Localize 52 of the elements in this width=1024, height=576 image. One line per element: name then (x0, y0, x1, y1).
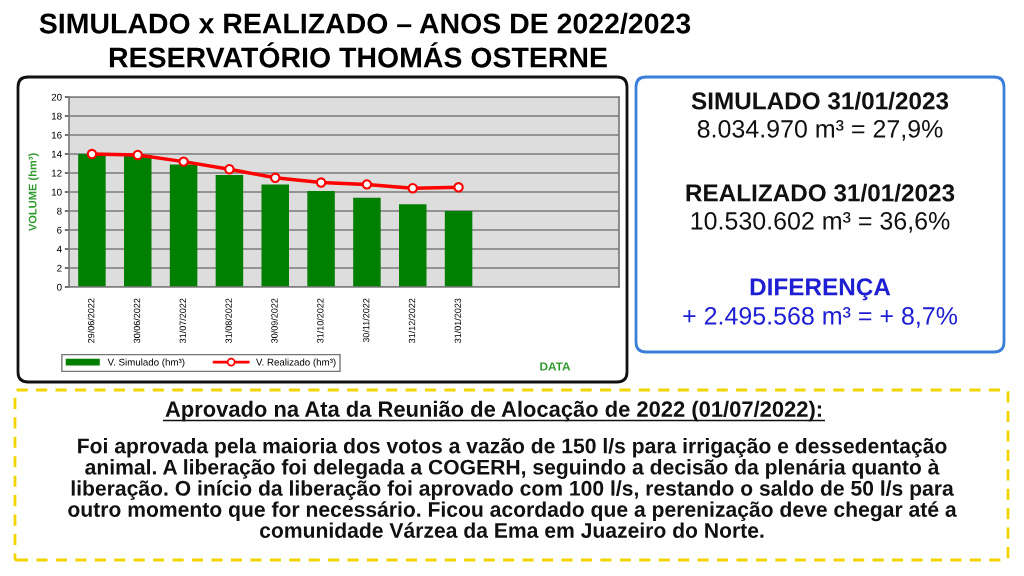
point (407, 182, 418, 194)
y-tick-label: 2 (57, 264, 62, 272)
y-tick-label: 4 (56, 245, 62, 253)
text: DIFERENÇA (750, 278, 891, 301)
point (270, 172, 281, 183)
text: + 2.495.568 m³ = + 8,7% (683, 307, 958, 328)
point (178, 156, 189, 167)
y-tick-label: 18 (51, 112, 62, 120)
bar (78, 154, 106, 287)
x-tick-label: 31/08/2022 (225, 298, 232, 343)
text: Foi aprovada pela maioria dos votos a vazão de 150 l/s para irrigação e dessedentação animal. A liberação foi delegada a COGERH, seguindo a decisão da plenária quanto à liberação. O início da liberação foi aprovado com 100 l/s, restando o saldo de 50 l/s para outro momento que for necessário. Ficou acordado que a perenização deve chegar até a comunidade Várzea da Ema em Juazeiro do Norte. (68, 437, 957, 538)
bar (399, 204, 427, 287)
x-tick-label: 31/12/2022 (408, 298, 416, 343)
legend-label: V. Simulado (hm³) (107, 358, 185, 368)
bar (124, 154, 152, 287)
point (86, 148, 98, 160)
bar (261, 184, 289, 287)
x-tick-label: 30/09/2022 (271, 298, 278, 343)
point (224, 163, 235, 175)
x-tick-label: 31/07/2022 (179, 298, 187, 343)
legend-label: V. Realizado (hm³) (256, 358, 336, 368)
bar (353, 197, 381, 287)
y-axis-title: VOLUME (hm³) (28, 153, 39, 232)
x-tick-label: 29/06/2022 (87, 298, 95, 343)
bar (444, 211, 473, 287)
x-tick-label: 30/06/2022 (133, 298, 141, 343)
chart-subtitle: RESERVATÓRIO THOMÁS OSTERNE (109, 42, 607, 68)
y-tick-label: 12 (51, 169, 62, 177)
x-tick-label: 31/10/2022 (316, 298, 324, 343)
point (315, 177, 327, 188)
text: 10.530.602 m³ = 36,6% (691, 212, 950, 233)
text: 8.034.970 m³ = 27,9% (697, 120, 943, 141)
y-tick-label: 0 (57, 283, 62, 291)
x-tick-label: 31/01/2023 (454, 298, 462, 343)
x-axis-title: DATA (540, 362, 571, 371)
bar (215, 174, 244, 287)
y-tick-label: 10 (51, 188, 62, 196)
point (361, 179, 373, 190)
point (132, 149, 143, 161)
text: REALIZADO 31/01/2023 (686, 183, 955, 202)
x-tick-label: 30/11/2022 (362, 298, 370, 343)
y-tick-label: 16 (51, 131, 62, 139)
bar (307, 191, 335, 287)
chart-title: SIMULADO x REALIZADO – ANOS DE 2022/2023 (39, 12, 691, 34)
y-tick-label: 8 (57, 207, 62, 215)
text: SIMULADO 31/01/2023 (691, 91, 949, 110)
bar (169, 164, 198, 287)
y-tick-label: 14 (51, 150, 62, 158)
y-tick-label: 6 (57, 226, 62, 234)
text: Aprovado na Ata da Reunião de Alocação de 2022 (01/07/2022): (165, 400, 821, 422)
y-tick-label: 20 (51, 93, 62, 101)
point (453, 182, 464, 193)
